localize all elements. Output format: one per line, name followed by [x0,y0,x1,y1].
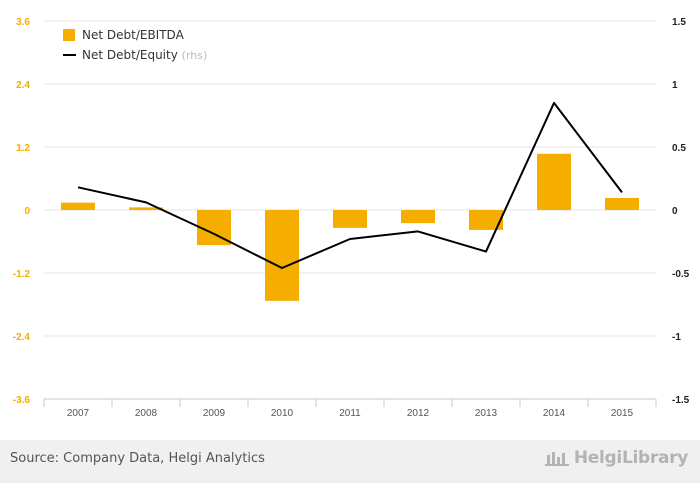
x-tick-label: 2014 [543,408,566,419]
x-tick-label: 2008 [135,408,158,419]
x-tick-label: 2015 [611,408,634,419]
x-tick-label: 2012 [407,408,430,419]
legend-swatch-bar [63,29,75,41]
y-left-tick-label: -3.6 [13,395,31,406]
brand-name: HelgiLibrary [573,448,688,468]
y-right-tick-label: 0.5 [672,143,686,154]
y-right-tick-label: -1 [672,332,681,343]
y-left-tick-label: 3.6 [16,17,30,28]
y-right-tick-label: 0 [672,206,678,217]
y-left-tick-label: -1.2 [13,269,31,280]
y-right-tick-label: 1 [672,80,678,91]
brand-logo: HelgiLibrary [544,448,688,468]
bar-net-debt-ebitda [537,153,571,210]
y-left-tick-label: -2.4 [13,332,31,343]
bar-net-debt-ebitda [129,207,163,210]
legend-label-net-debt-ebitda: Net Debt/EBITDA [82,28,185,42]
bar-net-debt-ebitda [61,202,95,210]
bar-net-debt-ebitda [469,210,503,230]
y-left-tick-label: 1.2 [16,143,30,154]
y-right-tick-label: 1.5 [672,17,686,28]
x-tick-label: 2011 [339,408,361,419]
y-left-tick-label: 0 [24,206,30,217]
y-left-tick-label: 2.4 [16,80,30,91]
line-net-debt-equity [77,101,623,269]
y-right-tick-label: -1.5 [672,395,690,406]
x-tick-label: 2009 [203,408,226,419]
bar-net-debt-ebitda [605,197,639,210]
footer: Source: Company Data, Helgi Analytics He… [0,440,700,483]
source-note: Source: Company Data, Helgi Analytics [10,451,265,466]
chart: 3.6 1.5 2.4 1 1.2 0.5 0 0 -1.2 -0.5 -2.4 -1 -3.6 -1.5… [13,17,690,419]
x-tick-label: 2010 [271,408,294,419]
bar-net-debt-ebitda [333,210,367,228]
bar-net-debt-ebitda [401,210,435,224]
legend-label-net-debt-equity: Net Debt/Equity (rhs) [82,48,207,62]
y-right-tick-label: -0.5 [672,269,690,280]
x-tick-label: 2013 [475,408,498,419]
library-icon [544,452,569,466]
legend-rhs-note: (rhs) [182,49,208,62]
bar-net-debt-ebitda [265,210,299,301]
x-tick-label: 2007 [67,408,90,419]
